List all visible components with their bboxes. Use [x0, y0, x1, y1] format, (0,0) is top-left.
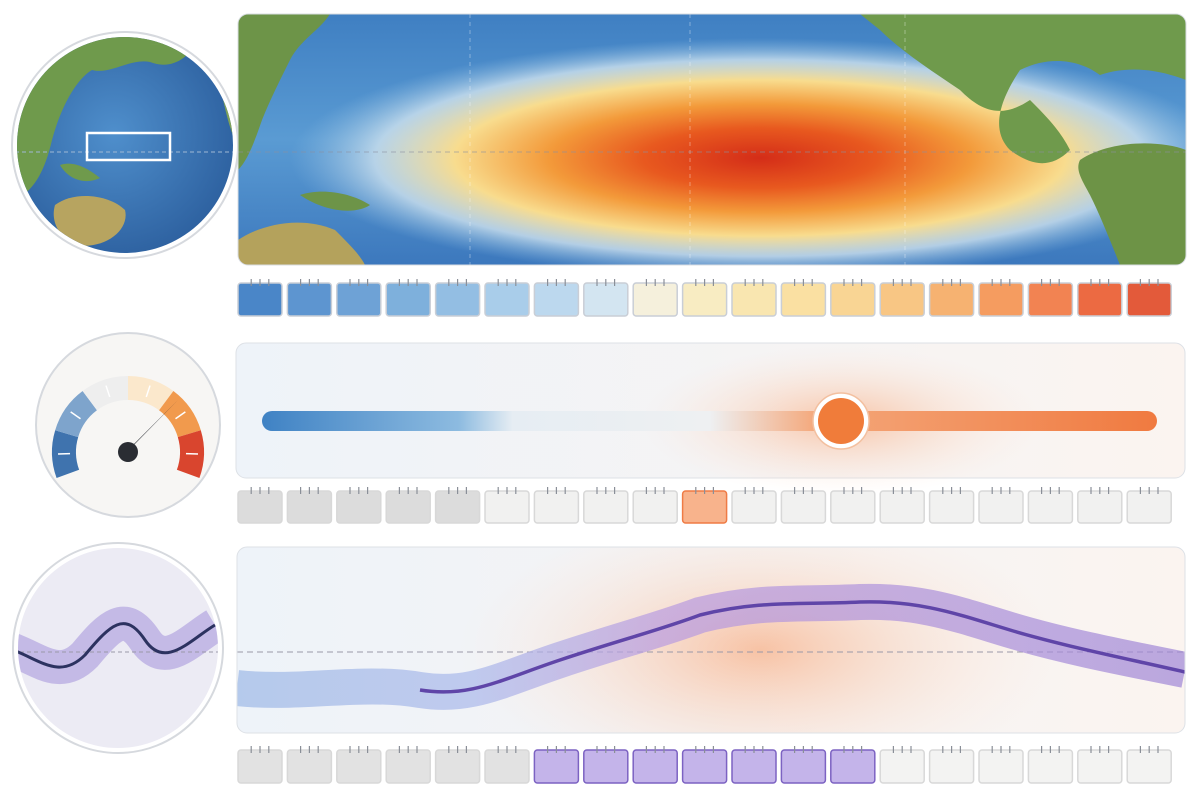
calendar-tile	[731, 490, 777, 524]
gauge-tick	[105, 385, 111, 398]
map-frame	[237, 13, 1187, 266]
calendar-tile	[583, 282, 629, 317]
calendar-tile	[484, 282, 530, 317]
calendar-tile	[237, 282, 283, 317]
gauge-tick	[145, 385, 151, 398]
calendar-tile	[583, 749, 629, 784]
calendar-tile	[830, 749, 876, 784]
calendar-tile	[385, 282, 431, 317]
calendar-tile	[632, 749, 678, 784]
calendar-tile	[583, 490, 629, 524]
calendar-tile	[879, 749, 925, 784]
calendar-tile	[681, 749, 728, 784]
gauge-hub	[118, 442, 138, 462]
wave-panel-content	[237, 547, 1185, 733]
calendar-tile	[830, 490, 876, 524]
wave-line	[18, 622, 216, 669]
slider-knob[interactable]	[818, 398, 864, 444]
calendar-tile	[830, 282, 876, 317]
map-land	[238, 222, 365, 265]
calendar-tile	[928, 749, 975, 784]
calendar-tile	[533, 490, 580, 524]
wave-glow	[460, 547, 1060, 733]
calendar-tile	[1077, 282, 1123, 317]
calendar-tile	[879, 282, 925, 317]
calendar-tile	[336, 282, 382, 317]
map-land	[238, 14, 330, 170]
calendar-tile	[928, 490, 975, 524]
globe	[17, 37, 233, 253]
calendar-tile	[385, 490, 431, 524]
sst-map	[238, 14, 1186, 265]
calendar-tile	[484, 490, 530, 524]
wave-icon	[18, 548, 218, 748]
map-land	[1078, 143, 1186, 265]
gauge-frame	[35, 332, 221, 518]
calendar-tile	[780, 490, 827, 524]
calendar-tile	[237, 749, 283, 784]
calendar-tile	[780, 749, 827, 784]
calendar-tile	[1027, 749, 1074, 784]
calendar-tile	[681, 282, 728, 317]
wave-panel-frame	[236, 546, 1186, 734]
gauge-needle	[124, 400, 178, 455]
calendar-tile	[1126, 282, 1172, 317]
calendar-tile	[533, 282, 580, 317]
globe-land	[53, 195, 126, 246]
slider-track[interactable]	[262, 411, 1157, 431]
calendar-tile	[1027, 282, 1074, 317]
calendar-tile	[780, 282, 827, 317]
calendar-tile	[237, 490, 283, 524]
calendar-tile	[434, 282, 481, 317]
calendar-tile	[1126, 490, 1172, 524]
calendar-tile	[1077, 490, 1123, 524]
calendar-tile	[385, 749, 431, 784]
calendar-tile	[879, 490, 925, 524]
gauge	[52, 376, 204, 478]
map-land	[300, 191, 370, 211]
globe-land	[60, 163, 100, 182]
calendar-tile	[731, 282, 777, 317]
map-land	[860, 14, 1186, 164]
calendar-tile	[533, 749, 580, 784]
wave-line	[419, 600, 1185, 694]
calendar-tile	[978, 282, 1024, 317]
gauge-tick	[175, 411, 186, 420]
globe-region-box	[85, 131, 172, 162]
calendar-tile	[731, 749, 777, 784]
calendar-tile	[632, 490, 678, 524]
calendar-tile	[978, 749, 1024, 784]
calendar-tile	[1027, 490, 1074, 524]
calendar-tile	[336, 490, 382, 524]
calendar-tile	[286, 490, 333, 524]
calendar-tile	[484, 749, 530, 784]
gauge-tick	[70, 411, 81, 420]
calendar-tile	[681, 490, 728, 524]
calendar-tile	[434, 490, 481, 524]
calendar-tile	[434, 749, 481, 784]
calendar-tile	[286, 749, 333, 784]
calendar-tile	[1077, 749, 1123, 784]
calendar-tile	[286, 282, 333, 317]
calendar-tile	[978, 490, 1024, 524]
calendar-tile	[632, 282, 678, 317]
calendar-tile	[1126, 749, 1172, 784]
calendar-tile	[336, 749, 382, 784]
map-warm-pool	[290, 38, 1186, 265]
calendar-tile	[928, 282, 975, 317]
globe-land	[17, 37, 200, 200]
